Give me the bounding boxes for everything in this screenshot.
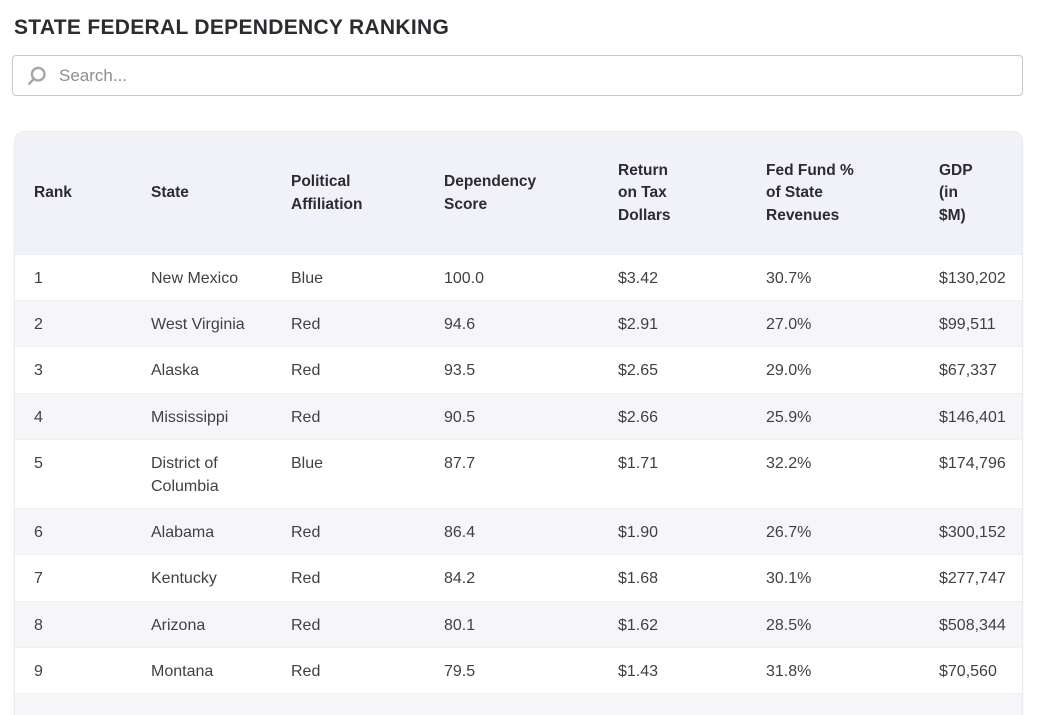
table-cell-score: 84.2 — [444, 570, 476, 588]
table-cell-score: 94.6 — [444, 316, 476, 334]
table-cell-return_tax: $1.90 — [618, 524, 659, 542]
table-cell-fed_fund: 30.7% — [766, 270, 812, 287]
table-cell-rank: 6 — [34, 524, 43, 542]
table-cell-fed_fund: 31.8% — [766, 662, 812, 680]
table-cell-state: Alaska — [151, 362, 200, 380]
table-cell-rank: 4 — [34, 408, 43, 426]
column-header-fed_fund: Fed Fund % of State Revenues — [766, 161, 854, 224]
table-cell-affiliation: Red — [291, 316, 321, 334]
table-cell-gdp: $300,152 — [939, 524, 1006, 542]
table-cell-return_tax: $1.62 — [618, 616, 659, 634]
table-cell-return_tax: $1.68 — [618, 570, 659, 588]
table-cell-return_tax: $1.71 — [618, 454, 659, 472]
table-row: 9 Montana Red 79.5 $1.43 31.8% $70,560 — [15, 646, 1022, 693]
page-title: STATE FEDERAL DEPENDENCY RANKING — [14, 16, 450, 39]
table-row: 1 New Mexico Blue 100.0 $3.42 30.7% $130,202 — [15, 255, 1022, 300]
table-cell-gdp: $277,747 — [939, 570, 1006, 588]
table-cell-rank: 7 — [34, 570, 43, 588]
table-cell-fed_fund: 32.2% — [766, 454, 812, 472]
table-cell-gdp: $67,337 — [939, 362, 997, 380]
table-cell-rank: 3 — [34, 362, 43, 380]
table-cell-fed_fund: 28.5% — [766, 616, 812, 634]
table-cell-fed_fund: 25.9% — [766, 408, 812, 426]
table-cell-return_tax: $1.43 — [618, 662, 659, 680]
table-cell-rank: 8 — [34, 616, 43, 634]
table-cell-score: 80.1 — [444, 616, 476, 634]
column-header-score: Dependency Score — [444, 173, 537, 213]
table-cell-fed_fund: 27.0% — [766, 316, 812, 334]
table-cell-affiliation: Red — [291, 616, 321, 634]
table-cell-score: 100.0 — [444, 270, 485, 287]
table-cell-score: 87.7 — [444, 454, 476, 472]
table-header-row: Rank State Political Affiliation Dependency… — [15, 132, 1022, 255]
table-cell-rank: 9 — [34, 662, 43, 680]
table-row-partial — [15, 692, 1022, 715]
table-cell-return_tax: $2.65 — [618, 362, 659, 380]
table-cell-affiliation: Red — [291, 570, 321, 588]
search-input[interactable] — [59, 65, 1010, 86]
table-cell-score: 90.5 — [444, 408, 476, 426]
table-cell-return_tax: $2.91 — [618, 316, 659, 334]
table-row: 7 Kentucky Red 84.2 $1.68 30.1% $277,747 — [15, 554, 1022, 600]
table-cell-fed_fund: 29.0% — [766, 362, 812, 380]
table-cell-fed_fund: 26.7% — [766, 524, 812, 542]
table-cell-affiliation: Red — [291, 408, 321, 426]
column-header-gdp: GDP (in $M) — [939, 161, 973, 224]
table-cell-gdp: $174,796 — [939, 454, 1006, 472]
table-cell-state: Kentucky — [151, 570, 217, 588]
search-box[interactable] — [12, 55, 1023, 96]
dependency-table: Rank State Political Affiliation Dependency… — [14, 131, 1023, 715]
table-row: 6 Alabama Red 86.4 $1.90 26.7% $300,152 — [15, 508, 1022, 555]
table-cell-state: West Virginia — [151, 316, 245, 334]
table-cell-state: Mississippi — [151, 408, 229, 426]
column-header-return_tax: Return on Tax Dollars — [618, 161, 671, 224]
table-row: 8 Arizona Red 80.1 $1.62 28.5% $508,344 — [15, 600, 1022, 647]
table-cell-affiliation: Red — [291, 662, 321, 680]
table-row: 4 Mississippi Red 90.5 $2.66 25.9% $146,401 — [15, 392, 1022, 439]
table-cell-affiliation: Blue — [291, 454, 324, 472]
search-icon — [25, 64, 49, 88]
table-cell-state: Alabama — [151, 524, 215, 542]
table-cell-gdp: $146,401 — [939, 408, 1006, 426]
table-cell-state: Montana — [151, 662, 214, 680]
table-cell-return_tax: $3.42 — [618, 270, 659, 287]
table-cell-gdp: $99,511 — [939, 316, 996, 334]
table-cell-score: 79.5 — [444, 662, 476, 680]
table-cell-state: District of Columbia — [151, 454, 219, 495]
table-cell-fed_fund: 30.1% — [766, 570, 812, 588]
table-cell-state: New Mexico — [151, 270, 239, 287]
column-header-affiliation: Political Affiliation — [291, 173, 363, 213]
table-cell-rank: 1 — [34, 270, 43, 287]
table-cell-score: 86.4 — [444, 524, 476, 542]
table-cell-gdp: $130,202 — [939, 270, 1006, 287]
table-cell-return_tax: $2.66 — [618, 408, 659, 426]
table-cell-affiliation: Red — [291, 524, 321, 542]
table-cell-affiliation: Blue — [291, 270, 324, 287]
table-cell-affiliation: Red — [291, 362, 321, 380]
table-cell-gdp: $70,560 — [939, 662, 997, 680]
table-cell-rank: 5 — [34, 454, 43, 472]
table-cell-gdp: $508,344 — [939, 616, 1006, 634]
column-header-rank: Rank — [34, 184, 72, 202]
table-row: 3 Alaska Red 93.5 $2.65 29.0% $67,337 — [15, 346, 1022, 392]
table-row: 2 West Virginia Red 94.6 $2.91 27.0% $99,511 — [15, 300, 1022, 347]
table-cell-rank: 2 — [34, 316, 43, 334]
table-cell-state: Arizona — [151, 616, 206, 634]
table-body: 1 New Mexico Blue 100.0 $3.42 30.7% $130,202 2 W… — [15, 255, 1022, 693]
column-header-state: State — [151, 184, 189, 202]
table-cell-score: 93.5 — [444, 362, 476, 380]
table-row: 5 District of Columbia Blue 87.7 $1.71 32.2% $… — [15, 438, 1022, 508]
